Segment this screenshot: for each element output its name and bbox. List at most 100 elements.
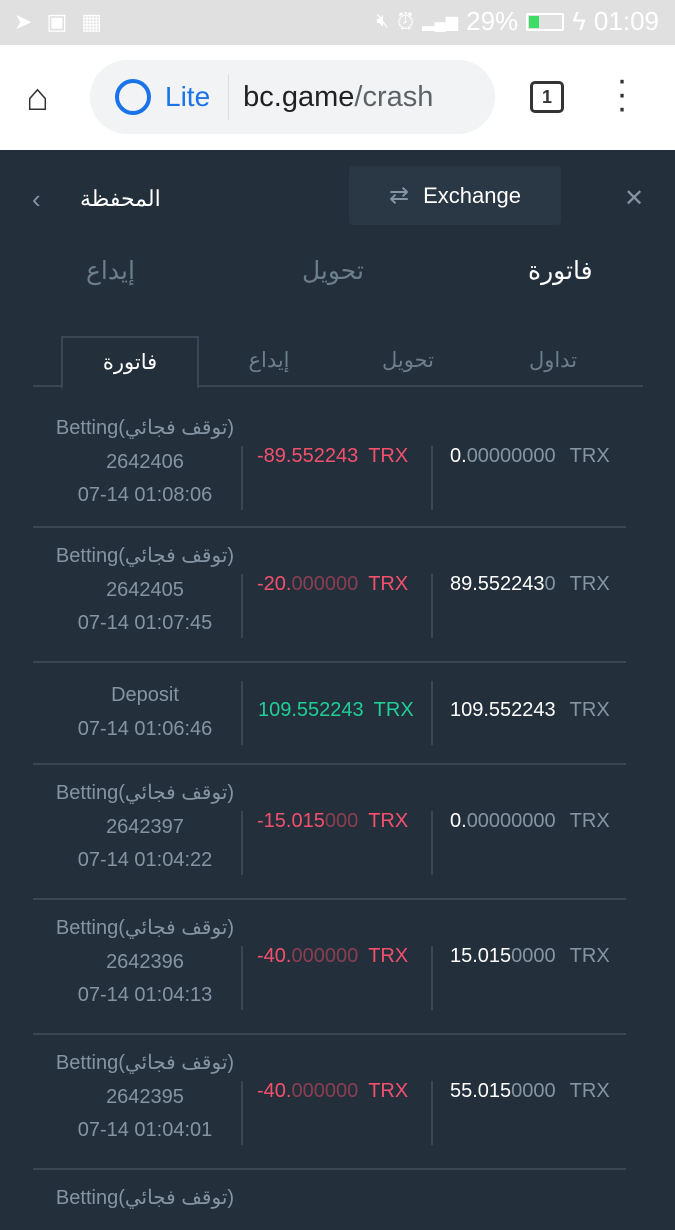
balance-trailing: 0	[544, 573, 556, 595]
tx-type: Betting(توقف فجائي)	[55, 1187, 235, 1209]
tx-type: Betting(توقف فجائي)	[55, 545, 235, 567]
tab-deposit[interactable]: إيداع	[86, 257, 135, 285]
tab-transfer[interactable]: تحويل	[302, 257, 364, 285]
chevron-left-icon[interactable]: ‹	[32, 184, 41, 214]
tab-invoice[interactable]: فاتورة	[528, 257, 593, 285]
balance-value: 15.015	[450, 945, 512, 967]
amount-value: -20.	[257, 573, 292, 595]
tx-balance: 55.015 0000 TRX	[450, 1080, 610, 1103]
tx-balance: 0. 00000000 TRX	[450, 445, 610, 468]
divider	[431, 574, 433, 638]
divider	[431, 681, 433, 745]
more-menu-icon[interactable]: · · ·	[616, 61, 628, 127]
exchange-button[interactable]: ⇄ Exchange	[349, 166, 561, 225]
tx-type: Deposit	[111, 684, 179, 706]
url-path: /crash	[354, 80, 434, 113]
lite-mode-label: Lite	[165, 81, 211, 112]
home-icon[interactable]: ⌂	[26, 77, 49, 119]
charging-icon: ϟ	[572, 6, 586, 36]
amount-trailing: 000000	[291, 945, 359, 967]
swap-icon: ⇄	[389, 182, 410, 209]
balance-currency: TRX	[569, 1080, 610, 1102]
transaction-row: Betting(توقف فجائي) 2642396 07-14 01:04:…	[33, 900, 626, 1035]
amount-currency: TRX	[368, 1080, 409, 1102]
divider	[241, 1081, 243, 1145]
subtab-transfer[interactable]: تحويل	[382, 349, 434, 372]
tx-id: 2642395	[106, 1085, 184, 1108]
divider	[228, 74, 230, 120]
balance-currency: TRX	[569, 810, 610, 832]
telegram-icon: ➤	[14, 9, 33, 34]
amount-currency: TRX	[373, 699, 414, 721]
amount-currency: TRX	[368, 445, 409, 467]
divider	[241, 574, 243, 638]
tx-info: Betting(توقف فجائي) 2642406 07-14 01:08:…	[33, 412, 257, 513]
tx-id: 2642405	[106, 578, 184, 601]
tx-amount: -40. 000000 TRX	[257, 945, 408, 968]
tx-balance: 109.552243 TRX	[450, 699, 610, 722]
balance-value: 55.015	[450, 1080, 512, 1102]
balance-value: 109.552243	[450, 699, 556, 721]
amount-trailing: 000000	[291, 573, 359, 595]
url-host: bc.game	[243, 80, 355, 113]
tx-info: Betting(توقف فجائي) 2642405 07-14 01:07:…	[33, 540, 257, 641]
tx-type: Betting(توقف فجائي)	[55, 917, 235, 939]
divider	[241, 946, 243, 1010]
alarm-icon: ⏰︎	[396, 8, 415, 34]
transaction-row: Betting(توقف فجائي) 2642405 07-14 01:07:…	[33, 528, 626, 663]
balance-trailing: 00000000	[466, 810, 556, 832]
tx-info: Deposit 07-14 01:06:46	[33, 679, 257, 746]
tx-time: 07-14 01:06:46	[77, 717, 213, 740]
tx-amount: -89.552243 TRX	[257, 445, 408, 468]
divider	[241, 811, 243, 875]
tx-time: 07-14 01:08:06	[77, 484, 213, 506]
tx-type: Betting(توقف فجائي)	[55, 417, 235, 439]
lite-gauge-icon	[115, 79, 151, 115]
balance-trailing: 0000	[511, 1080, 556, 1102]
transaction-row: Betting(توقف فجائي) 2642406 07-14 01:08:…	[33, 400, 626, 528]
tx-id: 2642397	[106, 815, 184, 838]
clock: 01:09	[593, 6, 659, 36]
transaction-row: Deposit 07-14 01:06:46 109.552243 TRX 10…	[33, 663, 626, 765]
close-icon[interactable]: ✕	[624, 185, 645, 212]
tx-time: 07-14 01:07:45	[77, 612, 213, 634]
tx-amount: -40. 000000 TRX	[257, 1080, 408, 1103]
transaction-row: Betting(توقف فجائي) 2642397 07-14 01:04:…	[33, 765, 626, 900]
battery-icon	[526, 12, 565, 31]
subtab-deposit[interactable]: إيداع	[248, 349, 290, 372]
apps-icon: ▦	[81, 9, 103, 34]
balance-trailing: 0000	[511, 945, 556, 967]
tx-info: Betting(توقف فجائي) 2642397 07-14 01:04:…	[33, 777, 257, 878]
amount-trailing: 000	[324, 810, 359, 832]
subtab-invoice[interactable]: فاتورة	[61, 336, 199, 389]
subtab-trade[interactable]: تداول	[528, 349, 578, 372]
gallery-icon: ▣	[46, 9, 68, 34]
tx-amount: -20. 000000 TRX	[257, 573, 408, 596]
transaction-row: Betting(توقف فجائي) 2642395 07-14 01:04:…	[33, 1035, 626, 1170]
tx-balance: 15.015 0000 TRX	[450, 945, 610, 968]
tab-switcher-button[interactable]: 1	[530, 81, 564, 113]
status-bar: ➤ ▣ ▦ 🔇︎ ⏰︎ ▂▄▆ 29% ϟ 01:09	[0, 0, 675, 45]
transaction-list: Betting(توقف فجائي) 2642406 07-14 01:08:…	[33, 400, 626, 1230]
balance-currency: TRX	[569, 699, 610, 721]
battery-percent: 29%	[466, 6, 519, 36]
signal-icon: ▂▄▆	[422, 13, 459, 31]
address-bar[interactable]: Lite bc.game/crash	[90, 60, 495, 134]
divider	[431, 446, 433, 510]
divider	[431, 946, 433, 1010]
amount-currency: TRX	[368, 945, 409, 967]
divider	[431, 811, 433, 875]
amount-trailing: 000000	[291, 1080, 359, 1102]
balance-currency: TRX	[569, 445, 610, 467]
tx-id: 2642406	[106, 450, 184, 473]
tx-info: Betting(توقف فجائي) 2642396 07-14 01:04:…	[33, 912, 257, 1013]
balance-currency: TRX	[569, 945, 610, 967]
balance-value: 89.552243	[450, 573, 545, 595]
divider	[241, 681, 243, 745]
divider	[431, 1081, 433, 1145]
amount-value: -40.	[257, 945, 292, 967]
browser-toolbar: ⌂ Lite bc.game/crash 1 · · ·	[0, 45, 675, 150]
tx-info: Betting(توقف فجائي)	[33, 1182, 257, 1216]
tx-balance: 89.552243 0 TRX	[450, 573, 610, 596]
wallet-title: المحفظة	[80, 186, 161, 211]
